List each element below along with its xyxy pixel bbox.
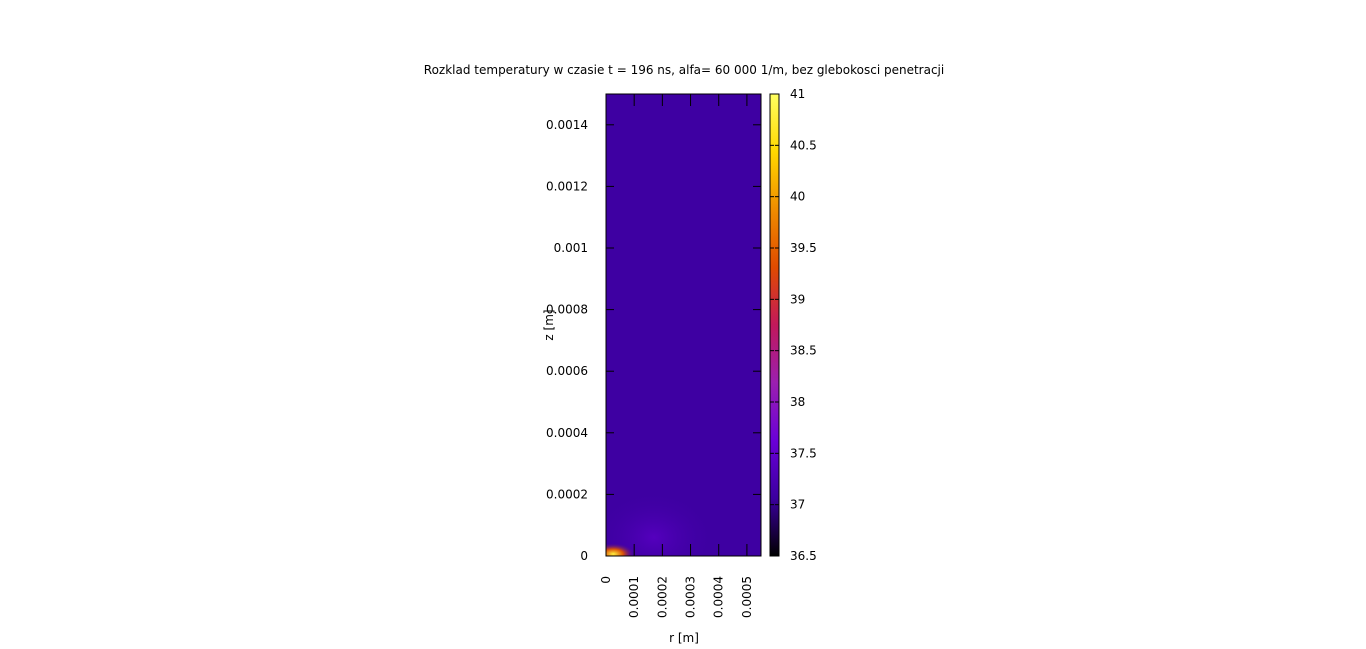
colorbar-tick-label: 38 [790, 395, 805, 409]
y-axis-label: z [m] [542, 309, 556, 340]
heatmap-warm-region [606, 489, 716, 556]
y-axis: 0 0.0002 0.0004 0.0006 0.0008 0.001 0.0012 0.00… [546, 118, 761, 563]
y-tick-label: 0 [580, 549, 588, 563]
colorbar-tick-label: 39.5 [790, 241, 817, 255]
y-tick-label: 0.0004 [546, 426, 588, 440]
colorbar-tick-label: 37 [790, 498, 805, 512]
y-tick-label: 0.0006 [546, 364, 588, 378]
colorbar-gradient [769, 93, 780, 557]
colorbar-tick-label: 40.5 [790, 138, 817, 152]
y-tick-label: 0.0012 [546, 179, 588, 193]
colorbar-tick-label: 38.5 [790, 344, 817, 358]
x-tick-label: 0.0002 [655, 576, 669, 618]
y-tick-label: 0.001 [554, 241, 588, 255]
heatmap-background [606, 94, 761, 556]
x-tick-label: 0 [599, 576, 613, 584]
plot-area [606, 94, 761, 556]
chart-title: Rozklad temperatury w czasie t = 196 ns,… [424, 63, 944, 77]
x-tick-label: 0.0004 [712, 576, 726, 618]
colorbar: 41 40.5 40 39.5 39 38.5 38 37.5 37 36.5 [769, 87, 817, 563]
y-tick-label: 0.0014 [546, 118, 588, 132]
plot-frame [605, 93, 762, 557]
x-tick-label: 0.0005 [740, 576, 754, 618]
y-tick-label: 0.0002 [546, 487, 588, 501]
colorbar-tick-label: 41 [790, 87, 805, 101]
colorbar-tick-label: 37.5 [790, 446, 817, 460]
colorbar-tick-label: 36.5 [790, 549, 817, 563]
y-tick-label: 0.0008 [546, 303, 588, 317]
colorbar-ticks: 41 40.5 40 39.5 39 38.5 38 37.5 37 36.5 [770, 87, 817, 563]
x-tick-label: 0.0001 [627, 576, 641, 618]
heatmap-hot-spot [606, 543, 636, 556]
colorbar-tick-label: 40 [790, 190, 805, 204]
x-axis-label: r [m] [669, 631, 699, 645]
x-tick-label: 0.0003 [684, 576, 698, 618]
x-axis: 0 0.0001 0.0002 0.0003 0.0004 0.0005 [599, 94, 754, 618]
colorbar-tick-label: 39 [790, 292, 805, 306]
